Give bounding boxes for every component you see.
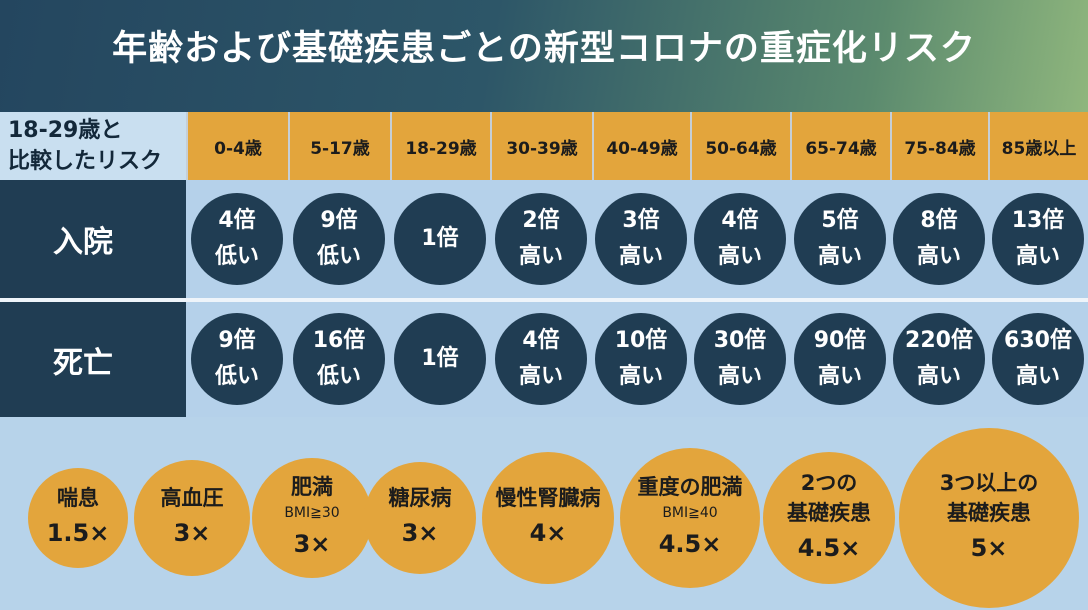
header-banner: 年齢および基礎疾患ごとの新型コロナの重症化リスク xyxy=(0,0,1088,112)
condition-multiplier: 3× xyxy=(401,519,439,547)
risk-direction: 低い xyxy=(214,244,259,269)
condition-circle: 3つ以上の基礎疾患 5× xyxy=(899,428,1079,608)
death-risk-circle: 1倍 xyxy=(394,313,486,405)
death-risk-circle: 630倍高い xyxy=(992,313,1084,405)
risk-multiplier: 30倍 xyxy=(713,328,767,353)
risk-multiplier: 1倍 xyxy=(421,346,459,371)
condition-circle: 2つの基礎疾患 4.5× xyxy=(763,452,895,584)
hospitalization-risk-circle: 8倍高い xyxy=(893,193,985,285)
risk-direction: 高い xyxy=(817,364,862,389)
risk-multiplier: 220倍 xyxy=(905,328,973,353)
hospitalization-risk-circle: 1倍 xyxy=(394,193,486,285)
risk-direction: 高い xyxy=(817,244,862,269)
age-group-header: 30-39歳 xyxy=(490,112,592,180)
condition-multiplier: 1.5× xyxy=(46,519,110,547)
risk-multiplier: 1倍 xyxy=(421,226,459,251)
death-risk-circle: 30倍高い xyxy=(694,313,786,405)
age-group-header: 50-64歳 xyxy=(690,112,790,180)
condition-name: 高血圧 xyxy=(160,486,224,510)
risk-direction: 高い xyxy=(1015,364,1060,389)
death-risk-circle: 9倍低い xyxy=(191,313,283,405)
condition-name: 慢性腎臓病 xyxy=(495,486,601,510)
risk-direction: 高い xyxy=(1015,244,1060,269)
risk-multiplier: 4倍 xyxy=(522,328,560,353)
risk-direction: 低い xyxy=(214,364,259,389)
corner-label-line-2: 比較したリスク xyxy=(8,149,163,174)
condition-circle: 重度の肥満 BMI≧40 4.5× xyxy=(620,448,760,588)
row-label-hospitalization: 入院 xyxy=(0,180,186,298)
condition-multiplier: 3× xyxy=(293,530,331,558)
risk-multiplier: 4倍 xyxy=(218,208,256,233)
death-risk-circle: 90倍高い xyxy=(794,313,886,405)
age-group-header: 75-84歳 xyxy=(890,112,988,180)
risk-direction: 高い xyxy=(717,364,762,389)
corner-label-line-1: 18-29歳と xyxy=(8,118,123,143)
risk-multiplier: 3倍 xyxy=(622,208,660,233)
condition-circle: 慢性腎臓病 4× xyxy=(482,452,614,584)
risk-multiplier: 10倍 xyxy=(614,328,668,353)
risk-direction: 高い xyxy=(518,244,563,269)
risk-direction: 高い xyxy=(618,364,663,389)
hospitalization-risk-circle: 13倍高い xyxy=(992,193,1084,285)
risk-multiplier: 13倍 xyxy=(1011,208,1065,233)
condition-name: 基礎疾患 xyxy=(947,501,1031,525)
risk-direction: 高い xyxy=(916,364,961,389)
risk-multiplier: 9倍 xyxy=(218,328,256,353)
risk-multiplier: 4倍 xyxy=(721,208,759,233)
condition-multiplier: 4.5× xyxy=(658,530,722,558)
condition-circle: 喘息 1.5× xyxy=(28,468,128,568)
risk-direction: 高い xyxy=(518,364,563,389)
age-group-header: 40-49歳 xyxy=(592,112,690,180)
condition-note: BMI≧30 xyxy=(284,505,340,521)
condition-name: 重度の肥満 xyxy=(637,475,743,499)
risk-multiplier: 90倍 xyxy=(813,328,867,353)
hospitalization-risk-circle: 2倍高い xyxy=(495,193,587,285)
condition-circle: 糖尿病 3× xyxy=(364,462,476,574)
age-group-header: 85歳以上 xyxy=(988,112,1088,180)
row-label-death: 死亡 xyxy=(0,302,186,417)
condition-name: 3つ以上の xyxy=(939,471,1039,495)
risk-direction: 高い xyxy=(916,244,961,269)
condition-name: 喘息 xyxy=(57,486,99,510)
risk-multiplier: 5倍 xyxy=(821,208,859,233)
death-risk-circle: 16倍低い xyxy=(293,313,385,405)
risk-direction: 低い xyxy=(316,244,361,269)
hospitalization-risk-circle: 3倍高い xyxy=(595,193,687,285)
hospitalization-risk-circle: 5倍高い xyxy=(794,193,886,285)
risk-multiplier: 16倍 xyxy=(312,328,366,353)
hospitalization-risk-circle: 9倍低い xyxy=(293,193,385,285)
condition-name: 基礎疾患 xyxy=(787,501,871,525)
death-risk-circle: 10倍高い xyxy=(595,313,687,405)
condition-name: 肥満 xyxy=(291,475,333,499)
condition-multiplier: 3× xyxy=(173,519,211,547)
condition-multiplier: 5× xyxy=(970,534,1008,562)
condition-note: BMI≧40 xyxy=(662,505,718,521)
age-group-header: 65-74歳 xyxy=(790,112,890,180)
corner-label: 18-29歳と 比較したリスク xyxy=(0,112,186,180)
hospitalization-risk-circle: 4倍低い xyxy=(191,193,283,285)
age-group-header: 0-4歳 xyxy=(186,112,288,180)
age-group-header: 18-29歳 xyxy=(390,112,490,180)
risk-multiplier: 630倍 xyxy=(1004,328,1072,353)
risk-direction: 高い xyxy=(618,244,663,269)
age-group-header: 5-17歳 xyxy=(288,112,390,180)
condition-multiplier: 4.5× xyxy=(797,534,861,562)
risk-direction: 低い xyxy=(316,364,361,389)
condition-circle: 肥満 BMI≧30 3× xyxy=(252,458,372,578)
condition-name: 糖尿病 xyxy=(388,486,452,510)
page-title: 年齢および基礎疾患ごとの新型コロナの重症化リスク xyxy=(112,29,976,69)
condition-circle: 高血圧 3× xyxy=(134,460,250,576)
risk-multiplier: 8倍 xyxy=(920,208,958,233)
condition-multiplier: 4× xyxy=(529,519,567,547)
risk-multiplier: 2倍 xyxy=(522,208,560,233)
risk-multiplier: 9倍 xyxy=(320,208,358,233)
row-divider xyxy=(0,298,1088,302)
risk-direction: 高い xyxy=(717,244,762,269)
death-risk-circle: 4倍高い xyxy=(495,313,587,405)
death-risk-circle: 220倍高い xyxy=(893,313,985,405)
condition-name: 2つの xyxy=(800,471,858,495)
hospitalization-risk-circle: 4倍高い xyxy=(694,193,786,285)
